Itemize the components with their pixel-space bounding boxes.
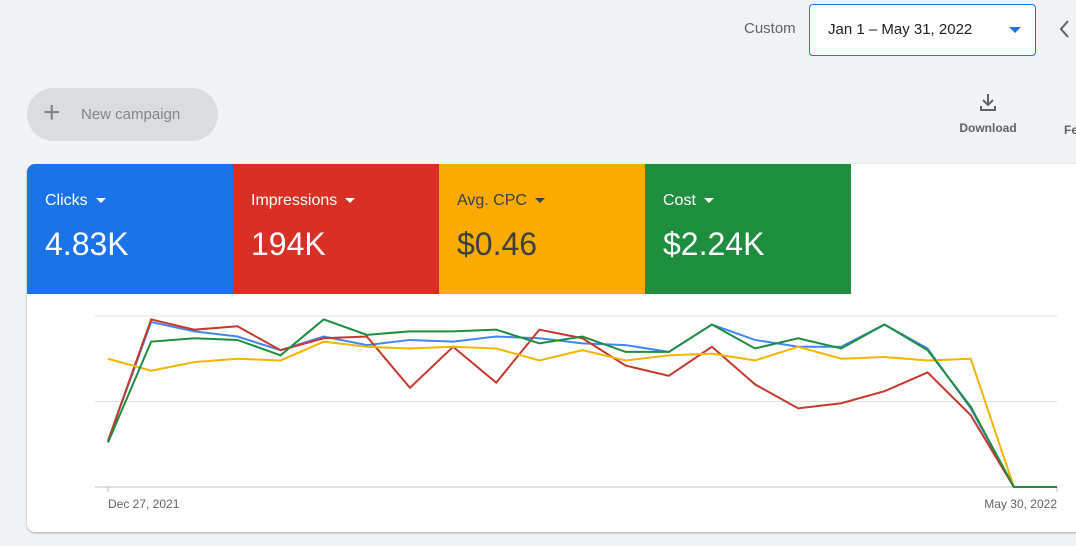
scorecard-name: Avg. CPC <box>457 192 545 210</box>
metric-name: Avg. CPC <box>457 192 527 209</box>
scorecard-name: Impressions <box>251 192 356 210</box>
scorecard[interactable]: Cost $2.24K <box>645 164 851 294</box>
series-line <box>107 318 1057 488</box>
series-line <box>107 340 1057 488</box>
date-label: Custom <box>744 20 796 37</box>
series-line <box>107 320 1057 488</box>
button-label: New campaign <box>81 106 181 123</box>
scorecard-value: 4.83K <box>45 226 129 262</box>
scorecard[interactable]: Impressions 194K <box>233 164 439 294</box>
download-button[interactable]: Download <box>948 92 1028 135</box>
scorecard-value: $0.46 <box>457 226 538 262</box>
dropdown-arrow <box>703 198 714 204</box>
x-tick-label: May 30, 2022 <box>984 497 1057 511</box>
back-chevron[interactable] <box>1056 18 1072 40</box>
scorecards: Clicks 4.83K Impressions 194K Avg. CPC $0.46 C… <box>27 164 851 294</box>
date-range: Jan 1 – May 31, 2022 <box>828 21 973 38</box>
scorecard-name: Cost <box>663 192 714 210</box>
download-icon <box>980 94 996 111</box>
scorecard-name: Clicks <box>45 192 106 210</box>
metric-name: Clicks <box>45 192 88 209</box>
scorecard[interactable]: Clicks 4.83K <box>27 164 233 294</box>
metric-name: Impressions <box>251 192 338 209</box>
feedback-button[interactable]: Fe <box>1064 123 1076 137</box>
button-label: Download <box>959 121 1017 135</box>
plus-icon: + <box>43 96 61 129</box>
metric-name: Cost <box>663 192 696 209</box>
x-tick-label: Dec 27, 2021 <box>108 497 180 511</box>
chart-card: Clicks 4.83K Impressions 194K Avg. CPC $0.46 C… <box>27 164 1076 532</box>
dropdown-arrow <box>95 198 106 204</box>
scorecard[interactable]: Avg. CPC $0.46 <box>439 164 645 294</box>
date-picker[interactable]: Jan 1 – May 31, 2022 <box>809 4 1036 56</box>
scorecard-value: $2.24K <box>663 226 765 262</box>
new-campaign-button[interactable]: + New campaign <box>27 88 218 141</box>
series-line <box>107 318 1057 488</box>
scorecard-value: 194K <box>251 226 326 262</box>
dropdown-arrow <box>345 198 356 204</box>
dropdown-arrow <box>1009 27 1021 33</box>
dropdown-arrow <box>534 198 545 204</box>
